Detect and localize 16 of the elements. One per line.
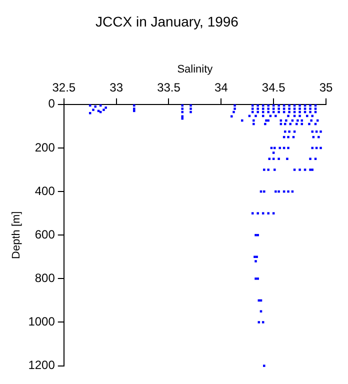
y-tick-label: 800 xyxy=(34,270,56,285)
y-tick-label: 1000 xyxy=(28,314,56,329)
y-tick-label: 600 xyxy=(34,227,56,242)
x-tick-label: 35 xyxy=(319,80,333,95)
x-tick-label: 34.5 xyxy=(262,80,286,95)
chart-title: JCCX in January, 1996 xyxy=(96,13,239,30)
y-tick-label: 1200 xyxy=(28,358,56,372)
y-axis-title: Depth [m] xyxy=(10,211,23,259)
y-tick-label: 400 xyxy=(34,184,56,198)
x-tick-label: 33 xyxy=(110,80,124,95)
y-tick-label: 0 xyxy=(48,96,56,111)
y-tick-label: 200 xyxy=(34,140,56,154)
x-tick-label: 32.5 xyxy=(52,80,76,95)
x-tick-label: 33.5 xyxy=(157,80,181,95)
x-tick-label: 34 xyxy=(214,80,228,95)
x-axis-title: Salinity xyxy=(177,63,214,76)
